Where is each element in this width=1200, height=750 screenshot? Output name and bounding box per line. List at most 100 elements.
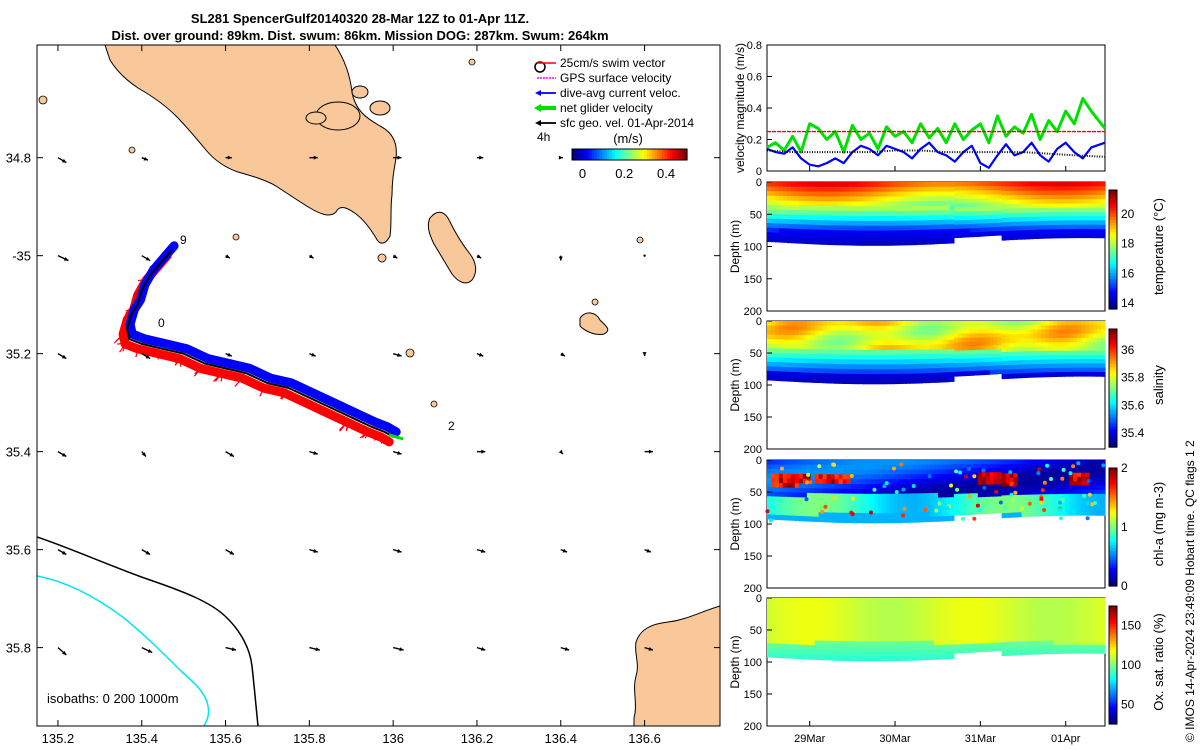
salinity-panel-cell: [1097, 325, 1102, 330]
temperature-panel-cell: [945, 182, 951, 188]
chla-panel-cell: [1029, 460, 1034, 465]
salinity-panel-cell: [1025, 368, 1031, 374]
temperature-panel-colorbar-segment: [1109, 255, 1117, 259]
oxygen-panel-cell: [846, 626, 852, 633]
salinity-panel-cell: [771, 366, 776, 372]
salinity-panel-cell: [1021, 364, 1027, 370]
temperature-panel-cell: [993, 222, 999, 228]
chla-panel-colorbar-segment: [1109, 565, 1117, 569]
salinity-panel-cell: [989, 321, 995, 326]
salinity-panel-cell: [830, 344, 836, 351]
y-tick-label: 34.8: [6, 151, 31, 166]
salinity-panel-cell: [945, 325, 951, 331]
chla-panel-cell: [1005, 486, 1011, 492]
salinity-panel-cell: [1017, 342, 1023, 348]
oxygen-panel-cell: [862, 607, 867, 613]
oxygen-panel-cell: [1081, 640, 1086, 646]
oxygen-panel-cell: [802, 654, 808, 660]
temperature-panel-cell: [973, 215, 979, 221]
salinity-panel-cell: [814, 325, 820, 331]
chla-panel-cell: [798, 497, 804, 503]
oxygen-panel-cell: [771, 648, 776, 654]
temperature-panel-cell: [942, 186, 947, 192]
temperature-panel-cell: [878, 230, 883, 237]
oxygen-panel-cell: [934, 616, 939, 623]
chla-panel-cell: [1005, 464, 1011, 470]
temperature-panel-cell: [866, 191, 871, 198]
chla-panel-cell: [810, 511, 816, 518]
temperature-panel-cell: [1089, 194, 1094, 200]
temperature-panel-cell: [993, 198, 999, 204]
oxygen-panel-cell: [775, 625, 780, 631]
oxygen-panel-cell: [854, 598, 860, 604]
oxygen-panel-cell: [1013, 637, 1019, 643]
salinity-panel-cell: [794, 321, 800, 327]
chla-panel-cell: [1033, 503, 1038, 508]
salinity-panel-cell: [1061, 359, 1066, 364]
temperature-panel-cell: [890, 201, 895, 207]
temperature-panel-cell: [814, 196, 820, 202]
land-islet: [430, 400, 438, 408]
temperature-panel-cell: [1029, 186, 1034, 192]
oxygen-panel-cell: [771, 643, 776, 649]
oxygen-panel-cell: [1029, 632, 1034, 638]
oxygen-panel-cell: [926, 607, 931, 613]
oxygen-panel-cell: [834, 645, 840, 652]
salinity-panel-cell: [1089, 350, 1094, 356]
oxygen-panel-cell: [1069, 640, 1074, 646]
temperature-panel-cell: [775, 218, 780, 224]
salinity-panel-cell: [977, 337, 983, 343]
temperature-panel-cell: [1065, 220, 1070, 226]
oxygen-panel-cell: [826, 612, 832, 618]
oxygen-panel-cell: [850, 622, 856, 628]
chla-panel-cell: [818, 516, 824, 523]
salinity-panel-cell: [1069, 325, 1074, 330]
salinity-panel-cell: [786, 334, 792, 340]
arrow-head: [311, 352, 316, 357]
oxygen-panel-cell: [1013, 641, 1019, 647]
chla-panel-cell: [949, 497, 955, 503]
salinity-panel-cell: [854, 330, 860, 336]
chla-panel-cell: [961, 485, 967, 490]
temperature-panel-cell: [838, 211, 844, 217]
chla-panel-cell: [771, 514, 776, 520]
oxygen-panel-cell: [854, 626, 860, 633]
chla-panel-cell: [902, 484, 907, 490]
arrow-head: [397, 155, 402, 160]
temperature-panel-cell: [854, 196, 860, 203]
arrow-head: [478, 352, 484, 357]
oxygen-panel-cell: [1053, 649, 1058, 654]
salinity-panel-cell: [830, 354, 836, 360]
oxygen-panel-cell: [993, 614, 999, 619]
oxygen-panel-cell: [858, 631, 864, 638]
temperature-panel-colorbar-segment: [1109, 258, 1117, 262]
chla-panel-cell: [1101, 511, 1106, 516]
chla-panel-cell: [1045, 507, 1050, 512]
oxygen-panel-cell: [934, 602, 939, 608]
temperature-panel-cell: [862, 230, 867, 237]
salinity-panel-cell: [1073, 333, 1078, 339]
chla-panel-cell: [850, 484, 856, 490]
oxygen-panel-cell: [767, 602, 772, 608]
salinity-panel-cell: [886, 378, 891, 385]
chla-panel-cell: [1061, 481, 1066, 486]
chla-sample-point: [1040, 488, 1045, 493]
chla-panel-cell: [969, 464, 975, 469]
temperature-panel-colorbar-segment: [1109, 198, 1117, 203]
oxygen-panel-cell: [945, 640, 951, 646]
chla-panel-cell: [874, 517, 879, 524]
salinity-panel-cell: [775, 343, 780, 349]
chla-panel-cell: [1089, 472, 1094, 478]
oxygen-panel-cell: [945, 653, 951, 660]
chla-panel-cell: [1025, 507, 1031, 513]
chla-panel-cell: [1061, 502, 1066, 508]
salinity-panel-cell: [918, 335, 923, 341]
temperature-panel-cell: [981, 223, 987, 229]
chla-sample-point: [831, 462, 836, 467]
salinity-panel-cell: [965, 329, 971, 335]
oxygen-panel-cell: [961, 614, 967, 620]
oxygen-panel-cell: [934, 630, 939, 637]
oxygen-panel-cell: [902, 645, 907, 652]
oxygen-panel-cell: [850, 636, 856, 642]
chla-panel-cell: [1073, 468, 1078, 474]
